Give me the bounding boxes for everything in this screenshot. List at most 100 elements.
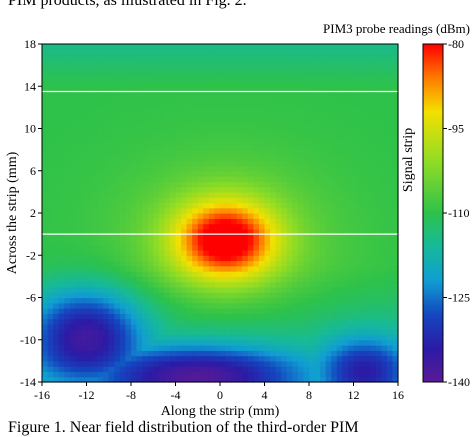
heatmap-cell xyxy=(214,239,221,246)
heatmap-cell xyxy=(142,249,149,256)
heatmap-cell xyxy=(286,265,293,272)
heatmap-cell xyxy=(158,133,165,140)
heatmap-cell xyxy=(119,313,127,320)
body-text-fragment: PIM products, as illustrated in Fig. 2. xyxy=(8,0,247,9)
heatmap-cell xyxy=(69,170,76,177)
heatmap-cell xyxy=(119,191,127,198)
heatmap-cell xyxy=(136,65,143,72)
heatmap-cell xyxy=(314,244,321,251)
heatmap-cell xyxy=(336,154,343,161)
heatmap-cell xyxy=(47,197,54,204)
heatmap-cell xyxy=(80,355,88,362)
heatmap-cell xyxy=(125,49,132,56)
heatmap-cell xyxy=(231,265,238,272)
y-tick-label: -10 xyxy=(20,333,36,347)
heatmap-cell xyxy=(364,271,371,277)
heatmap-cell xyxy=(364,286,371,293)
heatmap-cell xyxy=(331,59,338,66)
heatmap-cell xyxy=(231,255,238,262)
heatmap-cell xyxy=(236,123,243,130)
heatmap-cell xyxy=(108,70,115,77)
heatmap-cell xyxy=(281,160,288,167)
heatmap-cell xyxy=(375,244,382,251)
heatmap-cell xyxy=(242,302,249,309)
heatmap-cell xyxy=(197,334,204,341)
heatmap-cell xyxy=(292,154,299,161)
heatmap-cell xyxy=(103,239,110,246)
heatmap-cell xyxy=(175,260,182,267)
heatmap-cell xyxy=(136,297,143,304)
heatmap-cell xyxy=(336,149,343,156)
heatmap-cell xyxy=(281,308,288,314)
heatmap-cell xyxy=(309,149,316,156)
heatmap-cell xyxy=(208,281,216,288)
heatmap-cell xyxy=(253,117,260,124)
heatmap-cell xyxy=(303,292,310,299)
heatmap-cell xyxy=(336,345,343,351)
heatmap-cell xyxy=(347,54,355,61)
heatmap-cell xyxy=(136,360,143,367)
heatmap-cell xyxy=(220,360,227,367)
heatmap-cell xyxy=(108,302,115,309)
heatmap-cell xyxy=(236,329,243,336)
heatmap-cell xyxy=(119,86,127,93)
heatmap-cell xyxy=(275,313,282,320)
heatmap-cell xyxy=(325,154,332,161)
heatmap-cell xyxy=(231,107,238,114)
heatmap-cell xyxy=(103,249,110,256)
heatmap-cell xyxy=(359,239,366,246)
heatmap-cell xyxy=(381,197,388,204)
heatmap-cell xyxy=(119,202,127,209)
heatmap-cell xyxy=(58,376,65,383)
heatmap-cell xyxy=(231,75,238,82)
heatmap-cell xyxy=(303,202,310,209)
heatmap-cell xyxy=(231,65,238,72)
heatmap-cell xyxy=(309,339,316,346)
heatmap-cell xyxy=(203,339,210,346)
heatmap-cell xyxy=(103,181,110,188)
heatmap-cell xyxy=(53,133,60,140)
heatmap-cell xyxy=(203,286,210,293)
heatmap-cell xyxy=(275,102,282,108)
heatmap-cell xyxy=(53,234,60,241)
heatmap-cell xyxy=(53,165,60,172)
heatmap-cell xyxy=(64,160,71,167)
heatmap-cell xyxy=(80,165,88,172)
heatmap-cell xyxy=(292,75,299,82)
heatmap-cell xyxy=(131,260,138,267)
heatmap-cell xyxy=(386,313,394,320)
heatmap-cell xyxy=(347,65,355,72)
heatmap-cell xyxy=(247,91,254,98)
heatmap-cell xyxy=(220,228,227,235)
heatmap-cell xyxy=(92,139,99,145)
heatmap-cell xyxy=(86,202,93,209)
heatmap-cell xyxy=(331,191,338,198)
heatmap-cell xyxy=(153,308,160,314)
heatmap-cell xyxy=(69,133,76,140)
heatmap-cell xyxy=(92,128,99,135)
heatmap-cell xyxy=(47,112,54,119)
heatmap-cell xyxy=(69,323,76,330)
colorbar-tick-label: -95 xyxy=(448,122,464,136)
heatmap-cell xyxy=(114,86,121,93)
heatmap-cell xyxy=(119,371,127,378)
heatmap-cell xyxy=(197,44,204,50)
heatmap-cell xyxy=(342,339,349,346)
heatmap-cell xyxy=(164,271,171,277)
heatmap-cell xyxy=(258,255,266,262)
heatmap-cell xyxy=(336,207,343,214)
heatmap-cell xyxy=(192,350,199,357)
heatmap-cell xyxy=(381,117,388,124)
heatmap-cell xyxy=(381,181,388,188)
heatmap-cell xyxy=(331,80,338,87)
heatmap-cell xyxy=(353,91,360,98)
heatmap-cell xyxy=(253,128,260,135)
heatmap-cell xyxy=(309,59,316,66)
heatmap-cell xyxy=(258,139,266,145)
heatmap-cell xyxy=(53,139,60,145)
heatmap-cell xyxy=(80,260,88,267)
heatmap-cell xyxy=(136,239,143,246)
heatmap-cell xyxy=(169,334,177,341)
heatmap-cell xyxy=(214,49,221,56)
